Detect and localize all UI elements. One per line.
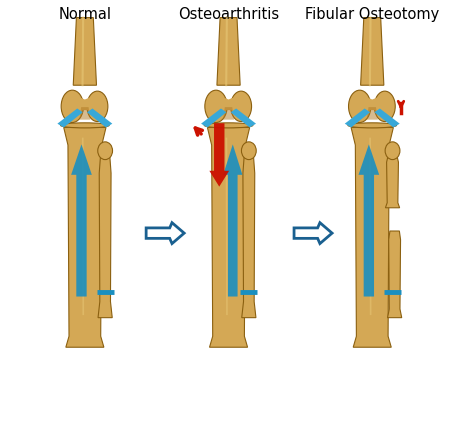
Polygon shape xyxy=(87,109,112,128)
Polygon shape xyxy=(242,157,256,318)
Polygon shape xyxy=(351,93,393,110)
Ellipse shape xyxy=(61,123,109,128)
Ellipse shape xyxy=(385,142,400,159)
Polygon shape xyxy=(351,128,393,347)
Polygon shape xyxy=(79,107,91,120)
Polygon shape xyxy=(71,145,92,296)
Polygon shape xyxy=(374,109,400,128)
Polygon shape xyxy=(361,18,384,85)
Polygon shape xyxy=(73,18,97,85)
Polygon shape xyxy=(217,18,240,85)
Ellipse shape xyxy=(231,91,252,122)
Polygon shape xyxy=(388,231,402,318)
Polygon shape xyxy=(208,93,249,110)
Text: Osteoarthritis: Osteoarthritis xyxy=(178,7,279,22)
Ellipse shape xyxy=(87,91,108,122)
Polygon shape xyxy=(210,123,229,187)
Polygon shape xyxy=(223,145,242,296)
Ellipse shape xyxy=(374,91,395,122)
Polygon shape xyxy=(208,128,250,347)
Polygon shape xyxy=(345,109,370,128)
Text: Normal: Normal xyxy=(58,7,111,22)
Polygon shape xyxy=(367,107,378,120)
Polygon shape xyxy=(385,157,400,208)
Polygon shape xyxy=(64,93,106,110)
Polygon shape xyxy=(231,109,256,128)
Ellipse shape xyxy=(98,142,112,159)
Ellipse shape xyxy=(241,142,256,159)
Ellipse shape xyxy=(348,90,371,123)
Polygon shape xyxy=(64,128,106,347)
Polygon shape xyxy=(57,109,83,128)
Ellipse shape xyxy=(204,123,253,128)
Ellipse shape xyxy=(348,123,397,128)
Polygon shape xyxy=(223,107,234,120)
Ellipse shape xyxy=(205,90,227,123)
Text: Fibular Osteotomy: Fibular Osteotomy xyxy=(305,7,439,22)
Polygon shape xyxy=(358,145,379,296)
Polygon shape xyxy=(201,109,227,128)
Ellipse shape xyxy=(61,90,83,123)
Polygon shape xyxy=(98,157,112,318)
